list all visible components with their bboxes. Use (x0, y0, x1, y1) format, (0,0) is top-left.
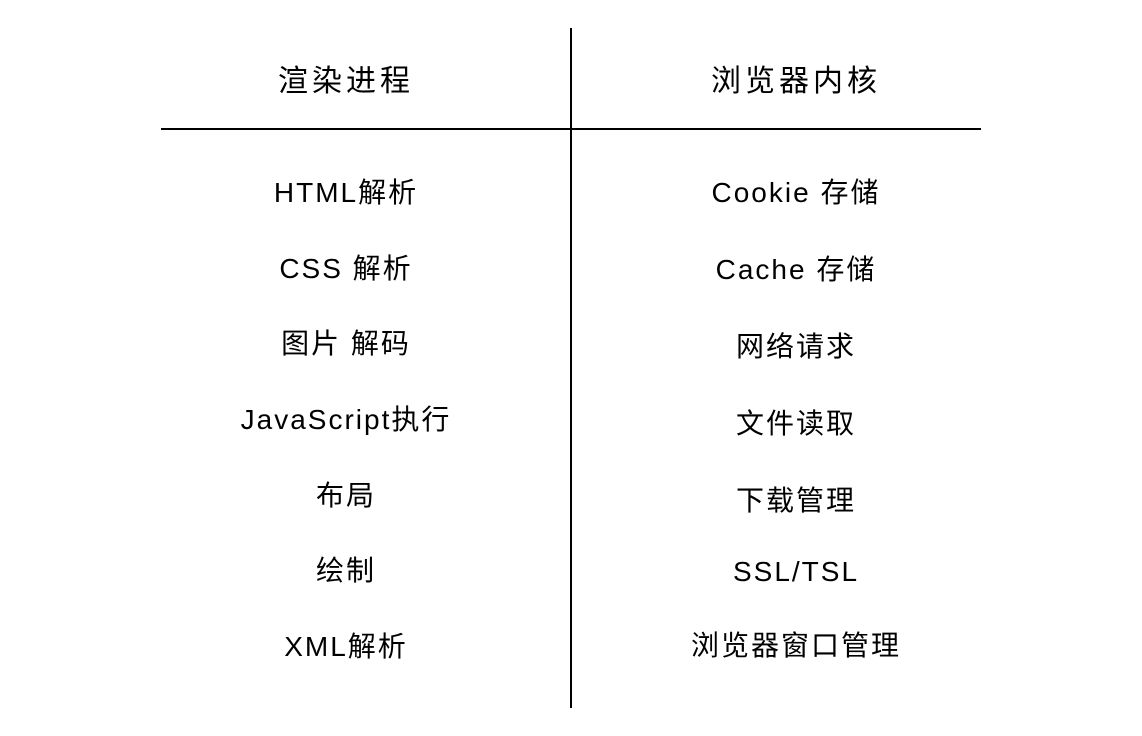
left-item: 布局 (316, 474, 376, 514)
left-item: 图片 解码 (281, 322, 411, 362)
left-item: HTML解析 (274, 171, 418, 211)
left-item: 绘制 (316, 549, 376, 589)
left-item: XML解析 (284, 625, 408, 665)
left-item: JavaScript执行 (241, 398, 452, 438)
right-item: Cookie 存储 (712, 171, 881, 211)
right-column: Cookie 存储 Cache 存储网络请求文件读取下载管理 SSL/TSL 浏览器窗… (571, 128, 1021, 708)
right-item: 下载管理 (736, 479, 856, 519)
left-column: HTML解析 CSS 解析图片 解码 JavaScript执行布局绘制 XML解析 (121, 128, 571, 708)
right-item: 文件读取 (736, 402, 856, 442)
content-row: HTML解析 CSS 解析图片 解码 JavaScript执行布局绘制 XML解析 C… (121, 128, 1021, 708)
right-item: SSL/TSL (733, 556, 859, 588)
left-header: 渲染进程 (121, 28, 571, 128)
header-row: 渲染进程 浏览器内核 (121, 28, 1021, 128)
right-item: 浏览器窗口管理 (691, 624, 901, 664)
right-header: 浏览器内核 (571, 28, 1021, 128)
comparison-diagram: 渲染进程 浏览器内核 HTML解析 CSS 解析图片 解码 JavaScript执行… (121, 28, 1021, 708)
right-item: 网络请求 (736, 325, 856, 365)
right-item: Cache 存储 (716, 248, 877, 288)
left-item: CSS 解析 (279, 247, 412, 287)
